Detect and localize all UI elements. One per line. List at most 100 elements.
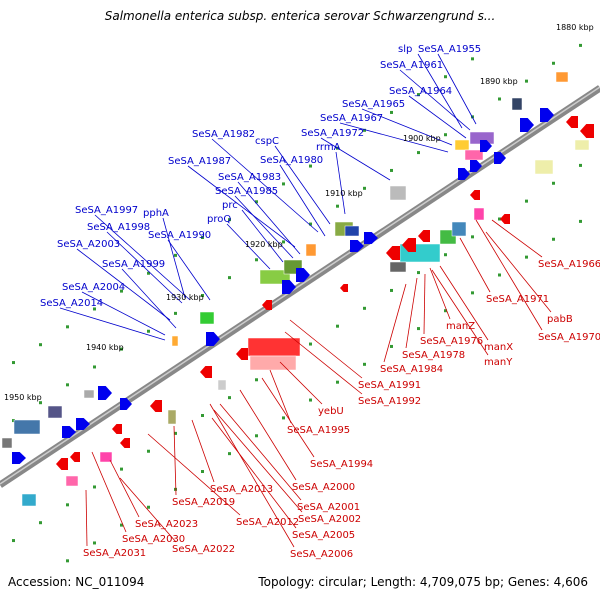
forward-gene-label: SeSA_A2014 [40,298,103,309]
forward-gene-arrow [120,398,132,410]
track-dash [579,163,582,167]
track-dash [147,449,150,453]
reverse-gene-label: yebU [318,406,344,417]
reverse-gene-arrow [500,214,510,224]
reverse-leader-line [119,477,177,543]
gene-block [199,311,215,325]
forward-leader-line [162,217,186,299]
forward-gene-label: SeSA_A1955 [418,44,481,55]
track-dash [417,271,420,275]
gene-block [451,221,467,237]
forward-gene-label: SeSA_A1980 [260,155,323,166]
forward-gene-arrow [62,426,76,438]
forward-leader-line [274,145,331,225]
forward-leader-line [167,239,211,301]
reverse-leader-line [439,265,489,341]
forward-leader-line [279,164,326,237]
track-dash [93,365,96,369]
kbp-tick-label: 1920 kbp [245,240,283,249]
track-dash [66,559,69,563]
track-dash [390,168,393,172]
track-dash [444,133,447,137]
forward-leader-line [234,195,294,259]
reverse-leader-line [429,267,451,320]
reverse-gene-label: SeSA_A2012 [236,517,299,528]
track-dash [39,521,42,525]
kbp-tick-label: 1900 kbp [403,134,441,143]
gene-block [344,225,360,237]
reverse-gene-label: SeSA_A2030 [122,534,185,545]
track-dash [12,419,15,423]
forward-leader-line [335,151,346,215]
forward-leader-line [241,209,284,263]
track-dash [12,361,15,365]
reverse-gene-label: manX [484,342,513,353]
reverse-leader-line [279,361,323,405]
reverse-gene-arrow [340,284,348,292]
forward-leader-line [94,214,191,301]
track-dash [417,327,420,331]
forward-leader-line [121,268,177,329]
gene-block [305,243,317,257]
gene-block [83,389,95,399]
forward-leader-line [361,108,453,146]
track-dash [336,324,339,328]
reverse-gene-label: SeSA_A1978 [402,350,465,361]
track-dash [309,398,312,402]
forward-gene-label: SeSA_A1961 [380,60,443,71]
reverse-gene-label: manY [484,357,513,368]
forward-gene-arrow [296,268,310,282]
track-dash [525,255,528,259]
forward-leader-line [59,307,166,341]
track-dash [174,253,177,257]
reverse-gene-label: SeSA_A2022 [172,544,235,555]
forward-leader-line [399,69,471,131]
reverse-gene-arrow [566,116,578,128]
forward-gene-arrow [12,452,26,464]
forward-leader-line [417,53,463,129]
forward-gene-label: SeSA_A1964 [389,86,452,97]
forward-leader-line [211,138,319,233]
reverse-gene-label: SeSA_A1994 [310,459,373,470]
forward-gene-label: slp [398,44,412,55]
track-dash [93,541,96,545]
gene-labels: slp SeSA_A1955 SeSA_A1961 SeSA_A1964 SeSA_A1… [40,44,600,560]
forward-gene-label: rrmA [316,142,341,153]
track-dash [444,75,447,79]
track-dash [471,57,474,61]
track-dash [336,204,339,208]
forward-gene-arrow [350,240,364,252]
forward-gene-label: SeSA_A1990 [148,230,211,241]
track-dash [147,271,150,275]
track-dash [66,503,69,507]
track-dash [201,294,204,298]
track-dash [282,182,285,186]
track-dash [444,309,447,313]
track-dash [363,362,366,366]
forward-gene-label: SeSA_A1985 [215,186,278,197]
reverse-leader-line [109,459,140,518]
gene-block [171,335,179,347]
reverse-leader-line [431,269,489,356]
track-dash [93,307,96,311]
forward-leader-line [81,291,166,336]
gene-block [534,159,554,175]
gene-block [454,139,470,151]
track-dash [201,470,204,474]
map-title: Salmonella enterica subsp. enterica sero… [104,9,496,23]
track-dash [120,347,123,351]
track-dash [309,342,312,346]
forward-gene-arrow [494,152,506,164]
track-dash [498,217,501,221]
kbp-tick-label: 1880 kbp [556,23,594,32]
reverse-leader-line [405,277,418,349]
genome-summary: Topology: circular; Length: 4,709,075 bp… [258,575,588,589]
reverse-gene-arrow [386,246,400,260]
reverse-leader-line [269,369,292,424]
forward-gene-label: SeSA_A2003 [57,239,120,250]
reverse-leader-line [383,283,407,363]
track-dash [498,97,501,101]
kbp-tick-label: 1950 kbp [4,393,42,402]
reverse-gene-label: SeSA_A2019 [172,497,235,508]
forward-gene-arrow [458,168,470,180]
